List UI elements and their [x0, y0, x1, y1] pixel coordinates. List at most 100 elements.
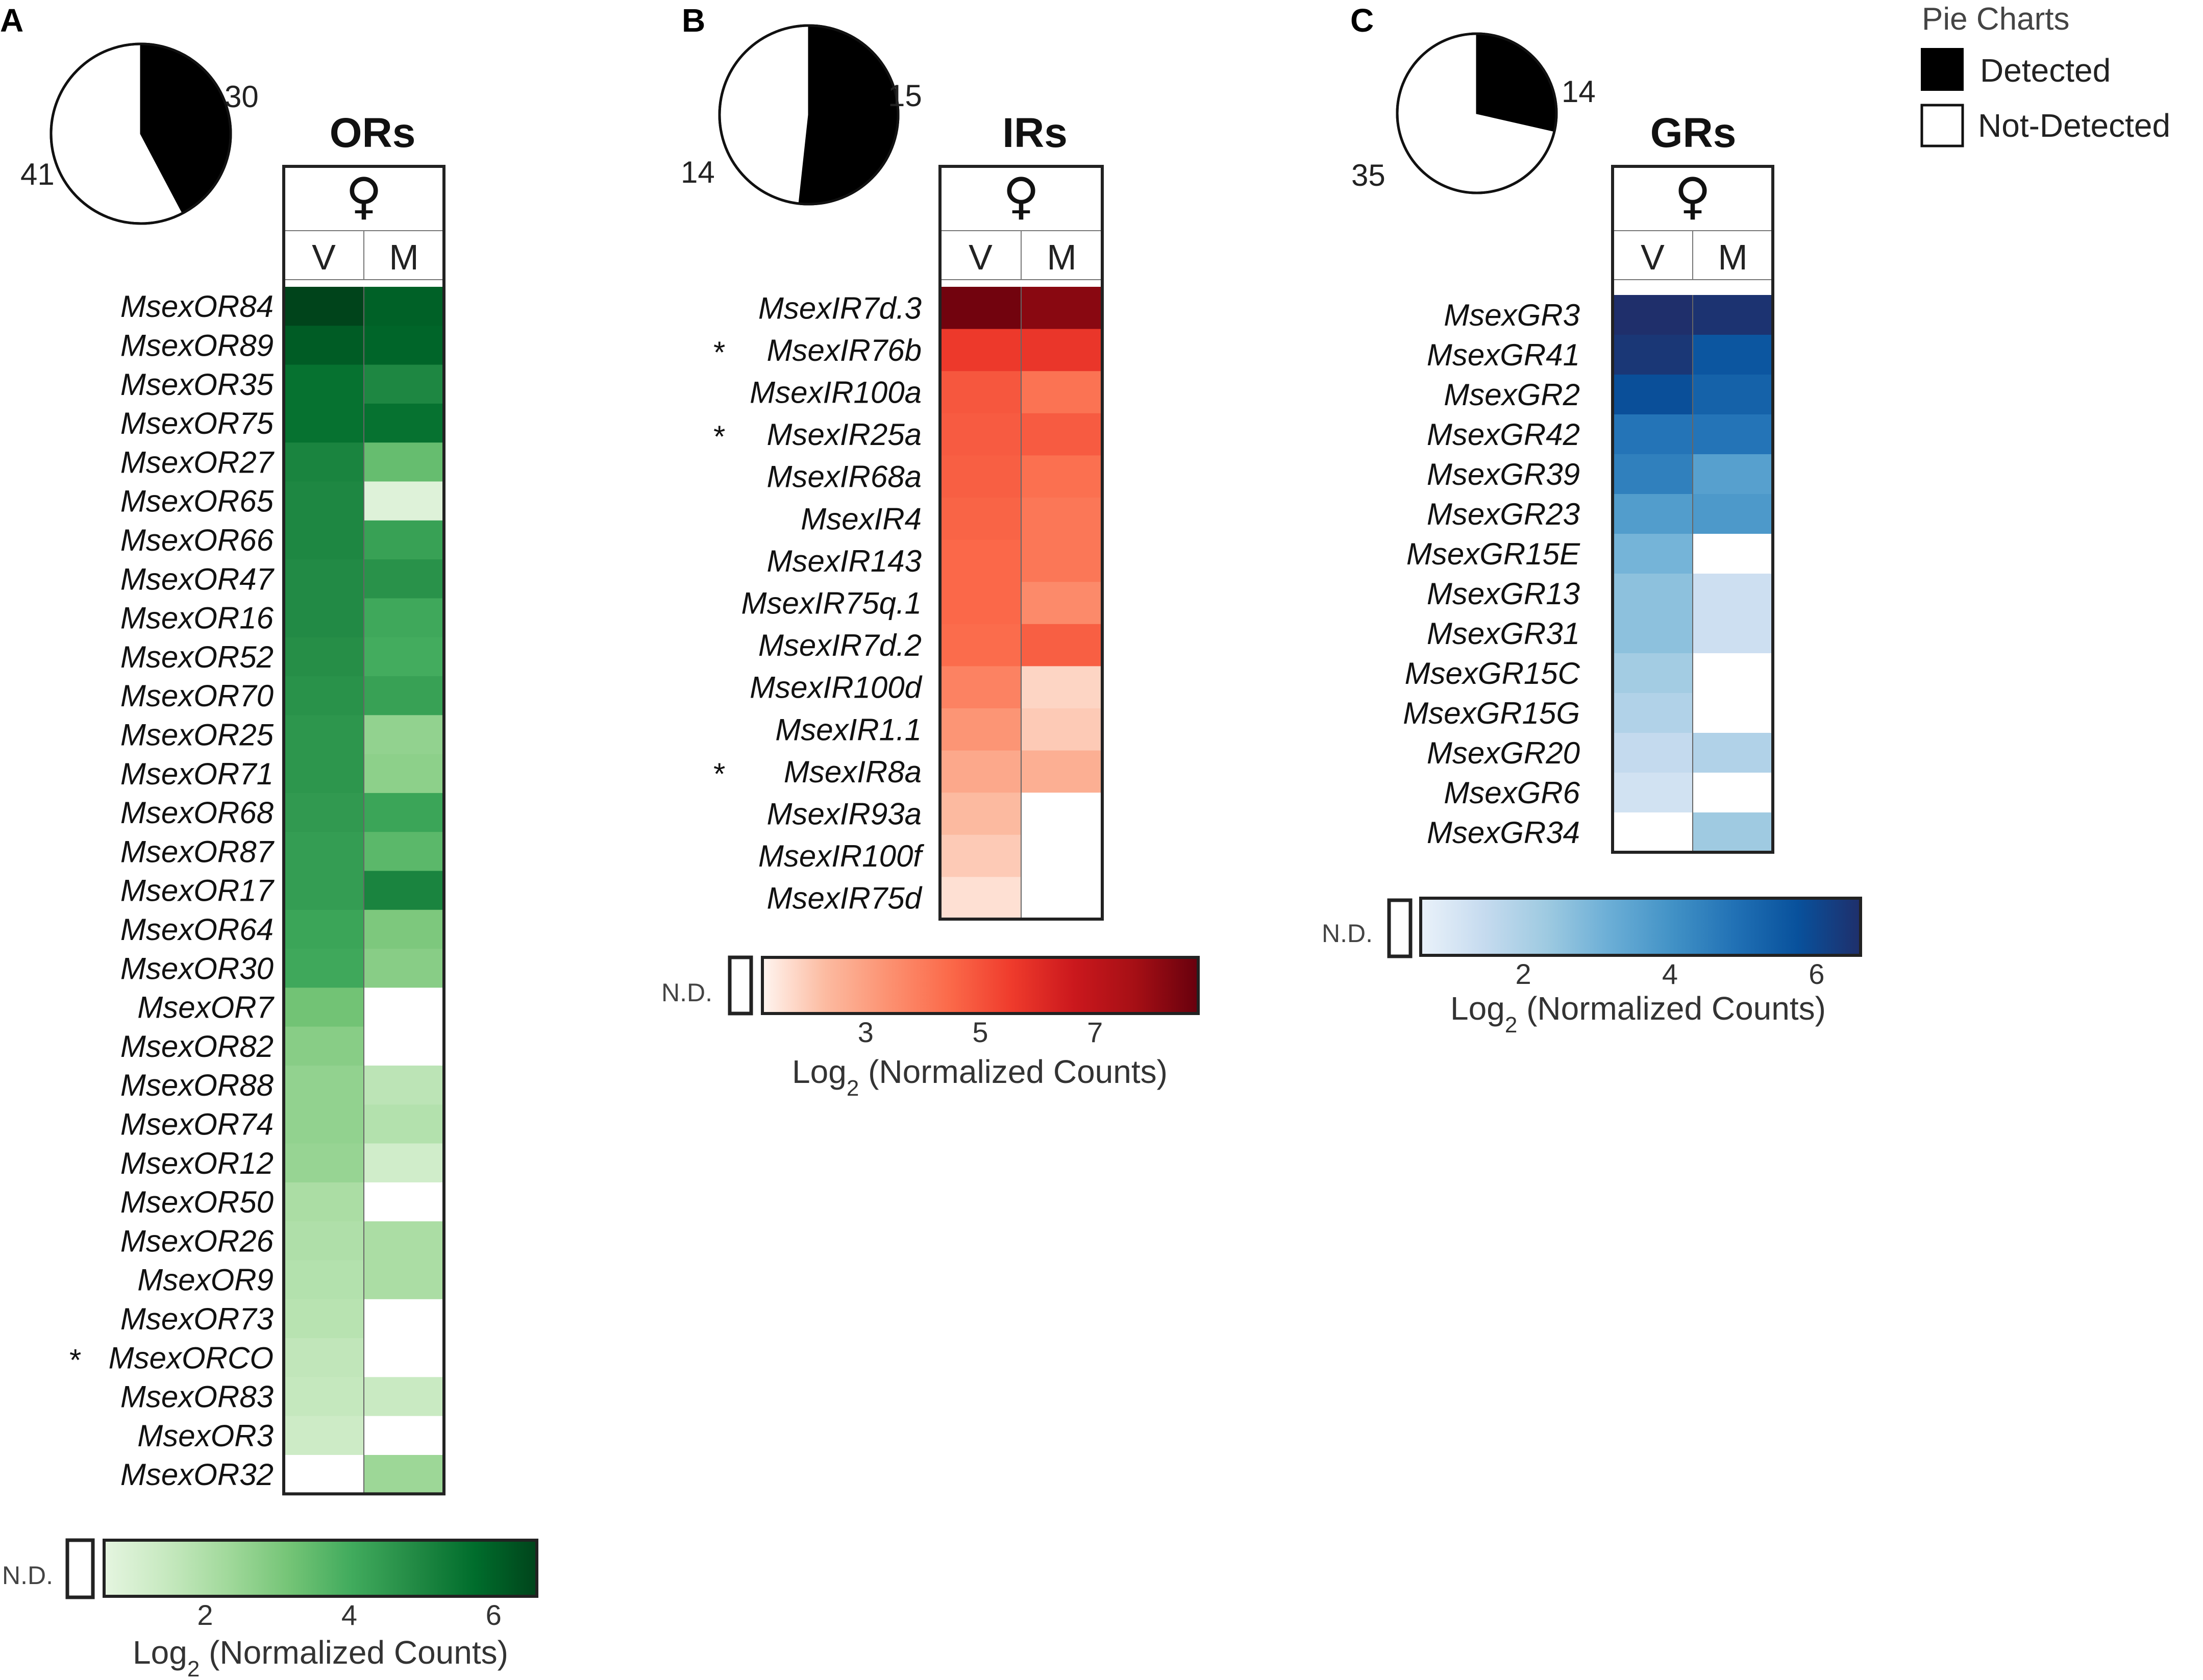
pie-not-detected-count: 14 [681, 155, 715, 189]
colorbar-label: Log2 (Normalized Counts) [133, 1634, 508, 1680]
heatmap-cell-v [284, 326, 364, 365]
heatmap-cell-v [940, 413, 1022, 456]
heatmap-cell-m [364, 1182, 444, 1222]
female-symbol-icon: ♀ [1003, 167, 1039, 226]
gene-label: MsexIR100f [758, 839, 924, 873]
heatmap-cell-v [1613, 295, 1693, 335]
pie-detected-slice [798, 24, 899, 205]
heatmap-cell-v [940, 539, 1022, 582]
pie-chart [49, 42, 232, 225]
heatmap-cell-m [1693, 693, 1773, 733]
heatmap-cell-m [1693, 414, 1773, 455]
colorbar-tick-label: 6 [486, 1599, 502, 1631]
heatmap-cell-v [284, 949, 364, 988]
heatmap-cell-v [940, 834, 1022, 877]
heatmap-cell-v [284, 832, 364, 872]
heatmap-cell-m [1021, 498, 1103, 540]
heatmap-cell-m [364, 481, 444, 521]
heatmap-cell-v [1613, 812, 1693, 853]
heatmap-cell-m [364, 1221, 444, 1261]
heatmap-cell-v [1613, 454, 1693, 495]
gene-label: MsexOR32 [120, 1457, 274, 1492]
pie-detected-count: 14 [1562, 75, 1596, 109]
significance-asterisk: * [713, 335, 725, 369]
colorbar-label-suffix: (Normalized Counts) [1517, 990, 1826, 1027]
heatmap-cell-v [284, 1299, 364, 1339]
female-symbol-icon: ♀ [1674, 167, 1711, 226]
heatmap-cell-v [284, 754, 364, 794]
panel-b: B 15 14 IRs ♀V M MsexIR7d.3 MsexIR76b * MsexIR100… [661, 2, 1200, 1101]
gene-label: MsexOR35 [120, 367, 274, 402]
heatmap-cell-v [284, 715, 364, 755]
female-symbol-icon: ♀ [345, 167, 382, 226]
column-header-v: V [312, 237, 336, 277]
heatmap-cell-m [1021, 877, 1103, 920]
heatmap-cell-v [1613, 613, 1693, 654]
colorbar [1419, 897, 1862, 957]
heatmap-cell-v [284, 1066, 364, 1105]
heatmap-cell-m [364, 1299, 444, 1339]
not-detected-swatch [1920, 104, 1964, 147]
gene-label: MsexGR15G [1403, 696, 1580, 730]
gene-label: MsexIR143 [767, 544, 922, 578]
heatmap-cell-v [1613, 693, 1693, 733]
colorbar-label: Log2 (Normalized Counts) [792, 1053, 1168, 1101]
heatmap-cell-m [1021, 582, 1103, 625]
heatmap-cell-m [364, 832, 444, 872]
colorbar-label: Log2 (Normalized Counts) [1450, 990, 1826, 1037]
gene-label: MsexIR75q.1 [741, 586, 922, 621]
heatmap-cell-v [1613, 733, 1693, 773]
gene-label: MsexOR64 [120, 912, 274, 947]
column-header-m: M [389, 237, 418, 277]
gene-label: MsexIR93a [767, 797, 922, 831]
heatmap-cell-v [940, 877, 1022, 920]
heatmap-frame [938, 165, 1104, 921]
heatmap-cell-v [284, 481, 364, 521]
heatmap-cell-m [364, 754, 444, 794]
heatmap-cell-m [1021, 539, 1103, 582]
heatmap-cell-v [940, 624, 1022, 666]
gene-label: MsexOR84 [120, 289, 274, 324]
colorbar-label-prefix: Log [1450, 990, 1505, 1027]
heatmap-cell-m [364, 676, 444, 715]
significance-asterisk: * [713, 419, 725, 454]
heatmap-cell-v [284, 637, 364, 677]
colorbar-label-prefix: Log [792, 1053, 847, 1090]
legend-detected-label: Detected [1980, 52, 2111, 89]
gene-label: MsexGR3 [1444, 298, 1580, 332]
colorbar-label-suffix: (Normalized Counts) [859, 1053, 1168, 1090]
gene-label: MsexGR15C [1405, 656, 1580, 690]
heatmap-cell-m [364, 1066, 444, 1105]
heatmap-cell-v [284, 676, 364, 715]
heatmap-cell-v [940, 750, 1022, 793]
heatmap-cell-m [1021, 834, 1103, 877]
colorbar-label-suffix: (Normalized Counts) [200, 1634, 508, 1671]
gene-label: MsexOR30 [120, 951, 274, 985]
panel-letter: A [0, 2, 23, 39]
heatmap-cell-v [1613, 414, 1693, 455]
gene-label: MsexGR2 [1444, 378, 1580, 412]
heatmap-cell-v [1613, 335, 1693, 375]
heatmap-cell-m [364, 520, 444, 560]
heatmap-cell-v [284, 442, 364, 482]
heatmap-cell-m [364, 559, 444, 599]
nd-label: N.D. [1322, 919, 1373, 948]
gene-label: MsexOR9 [137, 1263, 274, 1297]
heatmap-cell-m [1021, 329, 1103, 372]
heatmap-cell-v [284, 1221, 364, 1261]
heatmap-cell-m [364, 326, 444, 365]
gene-label: MsexOR89 [120, 328, 274, 362]
pie-not-detected-count: 41 [20, 157, 55, 191]
heatmap-cell-v [1613, 375, 1693, 415]
heatmap-cell-m [364, 949, 444, 988]
heatmap-cell-v [284, 403, 364, 443]
heatmap-cell-m [1693, 375, 1773, 415]
heatmap-cell-m [1693, 653, 1773, 694]
heatmap-cell-v [284, 1377, 364, 1417]
gene-label: MsexGR31 [1427, 616, 1580, 651]
heatmap-cell-m [1021, 666, 1103, 709]
legend-title: Pie Charts [1922, 2, 2069, 37]
heatmap-cell-v [1613, 653, 1693, 694]
pie-legend: Pie Charts Detected Not-Detected [1920, 2, 2170, 147]
colorbar-tick-label: 6 [1809, 958, 1824, 990]
